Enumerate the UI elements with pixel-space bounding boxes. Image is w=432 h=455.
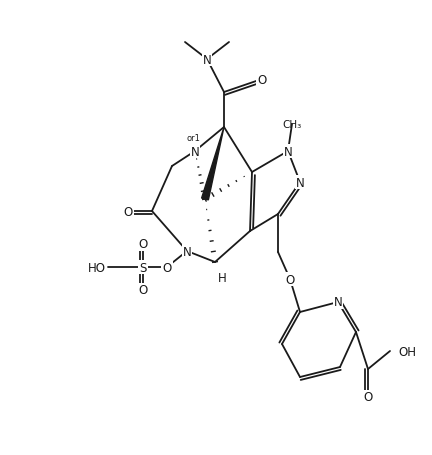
Text: O: O <box>286 273 295 286</box>
Text: N: N <box>191 145 200 158</box>
Text: O: O <box>138 238 148 251</box>
Text: S: S <box>139 261 147 274</box>
Text: O: O <box>124 205 133 218</box>
Polygon shape <box>202 128 224 201</box>
Text: N: N <box>284 145 292 158</box>
Text: OH: OH <box>398 345 416 358</box>
Text: N: N <box>203 53 211 66</box>
Text: N: N <box>334 296 343 309</box>
Text: O: O <box>162 261 172 274</box>
Text: O: O <box>257 73 267 86</box>
Text: N: N <box>295 176 305 189</box>
Text: CH₃: CH₃ <box>283 120 302 130</box>
Text: O: O <box>138 284 148 297</box>
Text: HO: HO <box>88 261 106 274</box>
Text: or1: or1 <box>186 133 200 142</box>
Text: O: O <box>363 391 373 404</box>
Text: N: N <box>183 245 191 258</box>
Text: H: H <box>218 271 226 284</box>
